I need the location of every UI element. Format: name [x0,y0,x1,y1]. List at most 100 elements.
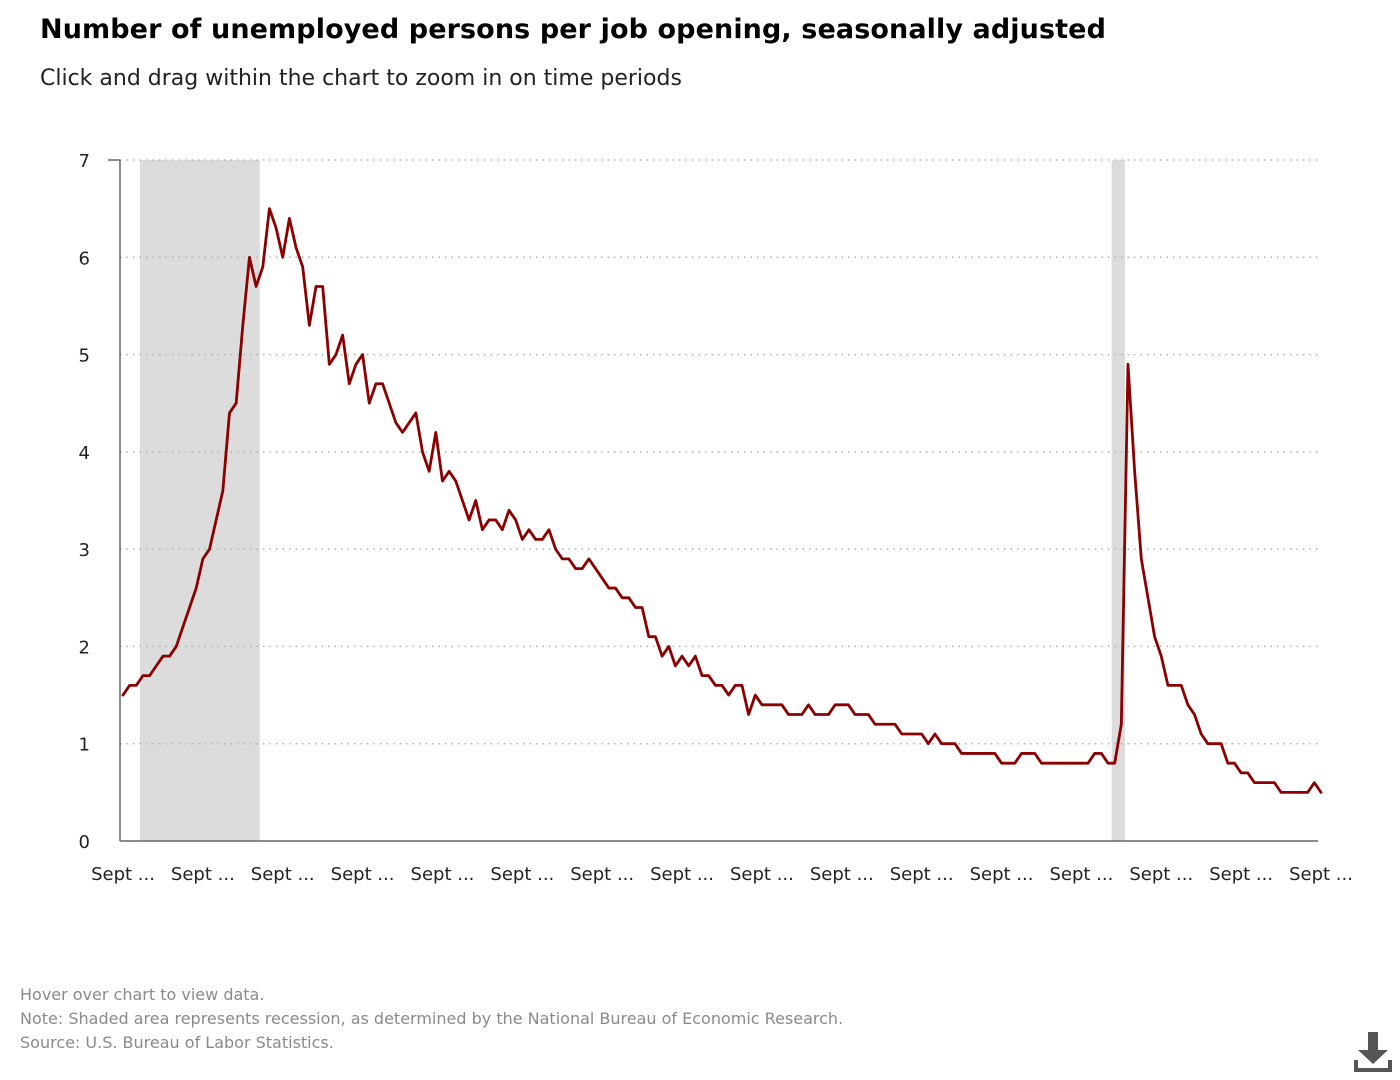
data-point[interactable] [1278,789,1284,795]
data-point[interactable] [739,682,745,688]
data-point[interactable] [326,361,332,367]
data-point[interactable] [792,712,798,718]
data-point[interactable] [1005,760,1011,766]
data-point[interactable] [1251,780,1257,786]
data-point[interactable] [1205,741,1211,747]
data-point[interactable] [366,400,372,406]
data-point[interactable] [799,712,805,718]
data-point[interactable] [346,381,352,387]
data-point[interactable] [859,712,865,718]
data-point[interactable] [413,410,419,416]
data-point[interactable] [1098,750,1104,756]
data-point[interactable] [726,692,732,698]
data-point[interactable] [453,478,459,484]
data-point[interactable] [1132,468,1138,474]
data-point[interactable] [1078,760,1084,766]
data-point[interactable] [406,420,412,426]
data-point[interactable] [313,283,319,289]
download-button[interactable] [1352,1030,1394,1074]
data-point[interactable] [972,750,978,756]
data-point[interactable] [420,449,426,455]
data-point[interactable] [360,352,366,358]
series-line-1[interactable] [121,207,1323,794]
data-point[interactable] [167,653,173,659]
data-point[interactable] [1152,634,1158,640]
data-point[interactable] [1118,721,1124,727]
data-point[interactable] [127,682,133,688]
data-point[interactable] [932,731,938,737]
data-point[interactable] [333,352,339,358]
data-point[interactable] [386,400,392,406]
data-point[interactable] [340,332,346,338]
data-point[interactable] [286,215,292,221]
data-point[interactable] [526,527,532,533]
data-point[interactable] [965,750,971,756]
data-point[interactable] [939,741,945,747]
data-point[interactable] [373,381,379,387]
data-point[interactable] [772,702,778,708]
data-point[interactable] [499,527,505,533]
data-point[interactable] [220,488,226,494]
data-point[interactable] [699,673,705,679]
data-point[interactable] [153,663,159,669]
data-point[interactable] [885,721,891,727]
data-point[interactable] [1045,760,1051,766]
data-point[interactable] [513,517,519,523]
data-point[interactable] [919,731,925,737]
data-point[interactable] [925,741,931,747]
data-point[interactable] [120,692,126,698]
data-point[interactable] [1165,682,1171,688]
data-point[interactable] [1012,760,1018,766]
data-point[interactable] [945,741,951,747]
data-point[interactable] [746,712,752,718]
data-point[interactable] [1172,682,1178,688]
data-point[interactable] [213,517,219,523]
data-point[interactable] [306,322,312,328]
data-point[interactable] [839,702,845,708]
data-point[interactable] [892,721,898,727]
data-point[interactable] [626,595,632,601]
data-point[interactable] [759,702,765,708]
data-point[interactable] [160,653,166,659]
data-point[interactable] [1105,760,1111,766]
data-point[interactable] [553,546,559,552]
data-point[interactable] [666,643,672,649]
data-point[interactable] [599,575,605,581]
data-point[interactable] [992,750,998,756]
data-point[interactable] [593,566,599,572]
data-point[interactable] [779,702,785,708]
data-point[interactable] [706,673,712,679]
data-point[interactable] [1258,780,1264,786]
data-point[interactable] [1218,741,1224,747]
data-point[interactable] [1112,760,1118,766]
data-point[interactable] [852,712,858,718]
data-point[interactable] [300,264,306,270]
data-point[interactable] [1178,682,1184,688]
data-point[interactable] [872,721,878,727]
data-point[interactable] [187,605,193,611]
data-point[interactable] [819,712,825,718]
data-point[interactable] [1058,760,1064,766]
data-point[interactable] [1025,750,1031,756]
data-point[interactable] [1245,770,1251,776]
data-point[interactable] [1291,789,1297,795]
data-point[interactable] [240,322,246,328]
data-point[interactable] [912,731,918,737]
data-point[interactable] [439,478,445,484]
data-point[interactable] [566,556,572,562]
data-point[interactable] [1285,789,1291,795]
data-point[interactable] [1145,595,1151,601]
data-point[interactable] [506,507,512,513]
data-point[interactable] [825,712,831,718]
data-point[interactable] [659,653,665,659]
data-point[interactable] [519,536,525,542]
data-point[interactable] [679,653,685,659]
data-point[interactable] [686,663,692,669]
data-point[interactable] [233,400,239,406]
data-point[interactable] [246,254,252,260]
data-point[interactable] [573,566,579,572]
data-point[interactable] [786,712,792,718]
data-point[interactable] [652,634,658,640]
data-point[interactable] [533,536,539,542]
